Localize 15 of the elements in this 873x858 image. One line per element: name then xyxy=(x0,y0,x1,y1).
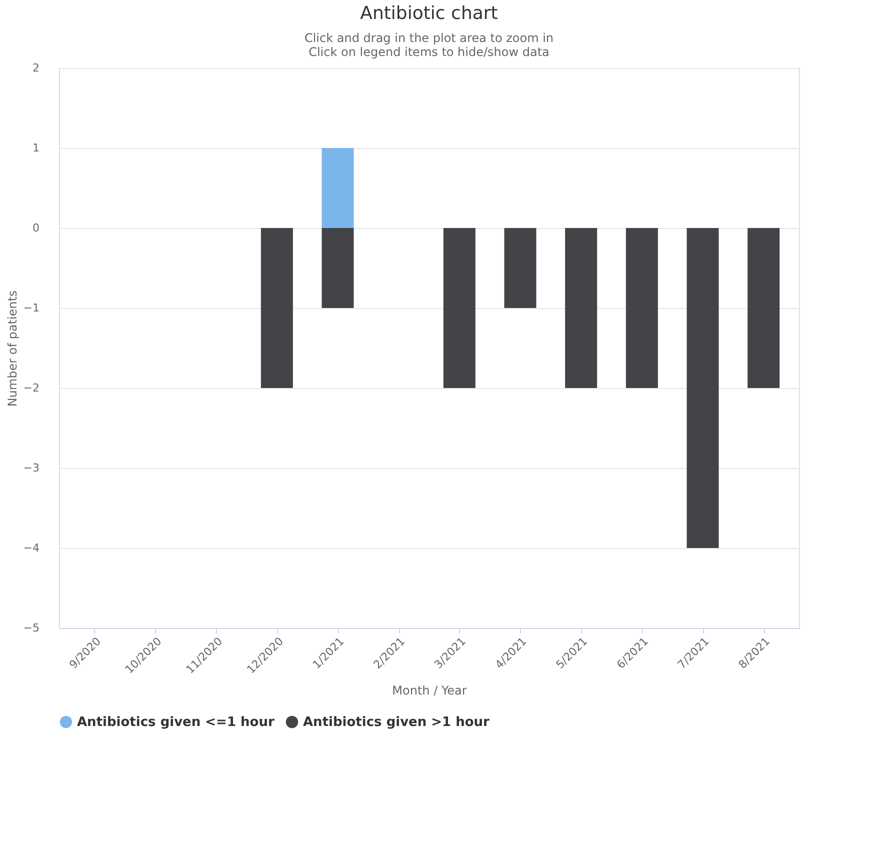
y-tick-label: 2 xyxy=(32,62,40,74)
y-tick-label: −1 xyxy=(23,302,40,314)
y-axis-title: Number of patients xyxy=(5,290,20,407)
x-axis-title: Month / Year xyxy=(392,684,467,698)
y-tick-label: −2 xyxy=(23,382,40,394)
y-tick-label: −3 xyxy=(23,462,40,474)
y-tick-label: 1 xyxy=(32,142,40,154)
y-tick-label: −5 xyxy=(23,622,40,634)
chart-title: Antibiotic chart xyxy=(360,3,498,24)
text: Click on legend items to hide/show data xyxy=(308,45,550,59)
legend-label: Antibiotics given <=1 hour xyxy=(77,715,275,730)
legend-label: Antibiotics given >1 hour xyxy=(303,715,490,730)
y-tick-label: 0 xyxy=(32,222,40,234)
text: Click and drag in the plot area to zoom in xyxy=(304,31,554,45)
y-tick-label: −4 xyxy=(23,542,40,554)
